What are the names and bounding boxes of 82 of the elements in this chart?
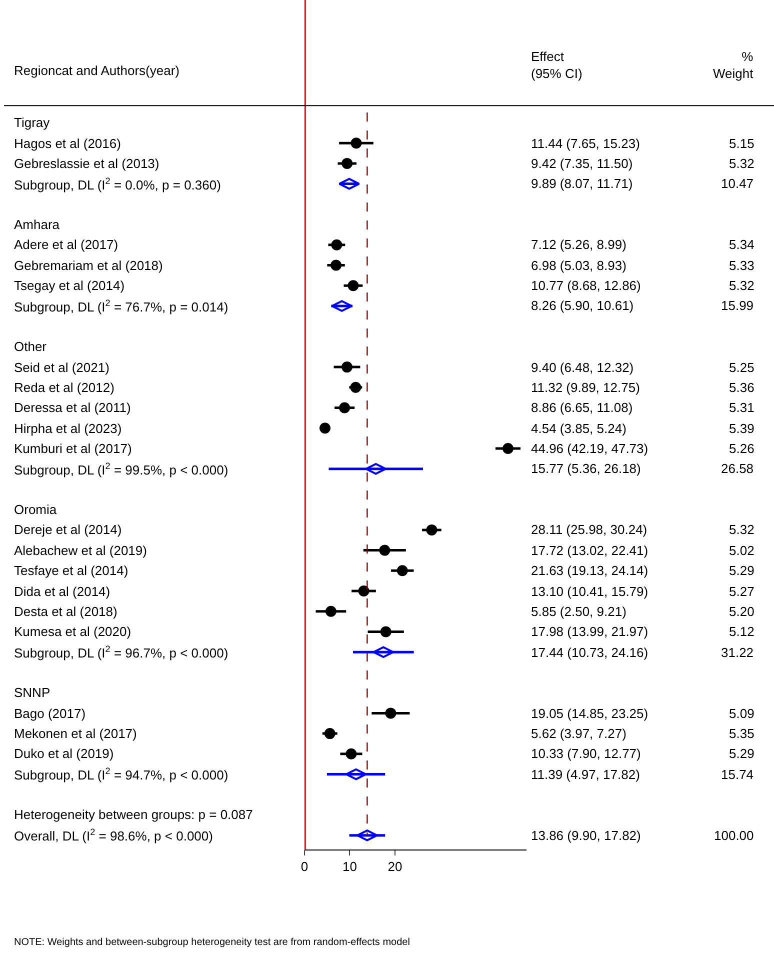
text: % Weight xyxy=(713,49,754,81)
point xyxy=(330,260,342,271)
y-tick-label: Bago (2017) xyxy=(14,706,86,721)
point xyxy=(346,748,357,760)
text: 17.72 (13.02, 22.41) 5.02 xyxy=(531,543,754,558)
text: 17.44 (10.73, 24.16) 31.22 xyxy=(531,645,754,660)
y-tick-label: Oromia xyxy=(14,502,58,517)
text: 19.05 (14.85, 23.25) 5.09 xyxy=(531,706,754,721)
text: 9.40 (6.48, 12.32) 5.25 xyxy=(531,360,754,375)
point xyxy=(379,544,390,556)
point xyxy=(342,158,353,169)
text: 11.39 (4.97, 17.82) 15.74 xyxy=(531,767,754,782)
point xyxy=(396,565,408,576)
y-tick-label: Seid et al (2021) xyxy=(14,360,110,375)
y-tick-label: Kumburi et al (2017) xyxy=(14,441,132,456)
y-tick-label: Dida et al (2014) xyxy=(14,584,110,599)
point xyxy=(331,239,342,250)
y-tick-label: Mekonen et al (2017) xyxy=(14,726,137,741)
y-tick-label: Gebreslassie et al (2013) xyxy=(14,156,160,171)
y-tick-label: Other xyxy=(14,339,48,354)
text: 10.77 (8.68, 12.86) 5.32 xyxy=(531,278,754,293)
text: 8.86 (6.65, 11.08) 5.31 xyxy=(531,400,754,415)
text: 11.32 (9.89, 12.75) 5.36 xyxy=(531,380,754,395)
text: Regioncat and Authors(year) xyxy=(14,63,180,78)
text: 13.10 (10.41, 15.79) 5.27 xyxy=(531,584,754,599)
y-tick-label: Dereje et al (2014) xyxy=(14,522,122,537)
text: 15.77 (5.36, 26.18) 26.58 xyxy=(531,461,754,476)
text: 6.98 (5.03, 8.93) 5.33 xyxy=(531,258,754,273)
point xyxy=(325,606,336,617)
y-tick-label: Gebremariam et al (2018) xyxy=(14,258,163,273)
text: 10.33 (7.90, 12.77) 5.29 xyxy=(531,746,754,761)
point xyxy=(502,443,514,454)
text: 9.89 (8.07, 11.71) 10.47 xyxy=(531,176,754,191)
point xyxy=(380,626,392,638)
point xyxy=(319,422,330,434)
point xyxy=(426,524,438,536)
text: NOTE: Weights and between-subgroup heterogeneity test are from random-effects model xyxy=(14,937,410,948)
x-tick-label: 20 xyxy=(388,859,402,874)
point xyxy=(350,382,362,393)
y-tick-label: Duko et al (2019) xyxy=(14,746,114,761)
y-tick-label: Amhara xyxy=(14,217,60,232)
text: 7.12 (5.26, 8.99) 5.34 xyxy=(531,237,754,252)
y-tick-label: Tesfaye et al (2014) xyxy=(14,563,128,578)
y-tick-label: Reda et al (2012) xyxy=(14,380,114,395)
text: 28.11 (25.98, 30.24) 5.32 xyxy=(531,522,754,537)
y-tick-label: Deressa et al (2011) xyxy=(14,400,131,415)
y-tick-label: Subgroup, DL (I$^{2}$ = 0.0%, p = 0.360) xyxy=(14,176,221,192)
point xyxy=(342,362,352,373)
y-tick-label: Overall, DL (I$^{2}$ = 98.6%, p < 0.000) xyxy=(14,827,213,844)
text: 21.63 (19.13, 24.14) 5.29 xyxy=(531,563,754,578)
y-tick-label: Subgroup, DL (I$^{2}$ = 76.7%, p = 0.014) xyxy=(14,298,228,314)
y-tick-label: Subgroup, DL (I$^{2}$ = 99.5%, p < 0.000) xyxy=(14,461,228,478)
y-tick-label: Subgroup, DL (I$^{2}$ = 96.7%, p < 0.000) xyxy=(14,644,228,660)
text: Effect (95% CI) xyxy=(531,49,582,81)
y-tick-label: Adere et al (2017) xyxy=(14,237,118,252)
y-tick-label: Tigray xyxy=(14,115,50,130)
text: 8.26 (5.90, 10.61) 15.99 xyxy=(531,298,754,313)
y-tick-label: SNNP xyxy=(14,685,50,700)
text: 13.86 (9.90, 17.82) 100.00 xyxy=(531,828,754,843)
text: 44.96 (42.19, 47.73) 5.26 xyxy=(531,441,754,456)
x-tick-label: 0 xyxy=(300,859,308,874)
text: 9.42 (7.35, 11.50) 5.32 xyxy=(531,156,754,171)
y-tick-label: Heterogeneity between groups: p = 0.087 xyxy=(14,807,253,822)
point xyxy=(350,138,362,149)
point xyxy=(348,280,359,292)
text: 4.54 (3.85, 5.24) 5.39 xyxy=(531,421,754,436)
y-tick-label: Desta et al (2018) xyxy=(14,604,118,619)
text: 11.44 (7.65, 15.23) 5.15 xyxy=(531,136,754,151)
point xyxy=(339,402,350,414)
text: 5.62 (3.97, 7.27) 5.35 xyxy=(531,726,754,741)
y-tick-label: Kumesa et al (2020) xyxy=(14,624,132,639)
y-tick-label: Alebachew et al (2019) xyxy=(14,543,147,558)
y-tick-label: Hagos et al (2016) xyxy=(14,136,121,151)
text: 17.98 (13.99, 21.97) 5.12 xyxy=(531,624,754,639)
point xyxy=(324,728,336,740)
x-tick-label: 10 xyxy=(342,859,357,874)
text: 5.85 (2.50, 9.21) 5.20 xyxy=(531,604,754,619)
y-tick-label: Subgroup, DL (I$^{2}$ = 94.7%, p < 0.000) xyxy=(14,766,228,782)
y-tick-label: Hirpha et al (2023) xyxy=(14,421,122,436)
point xyxy=(358,586,370,597)
y-tick-label: Tsegay et al (2014) xyxy=(14,278,125,293)
point xyxy=(385,708,396,719)
